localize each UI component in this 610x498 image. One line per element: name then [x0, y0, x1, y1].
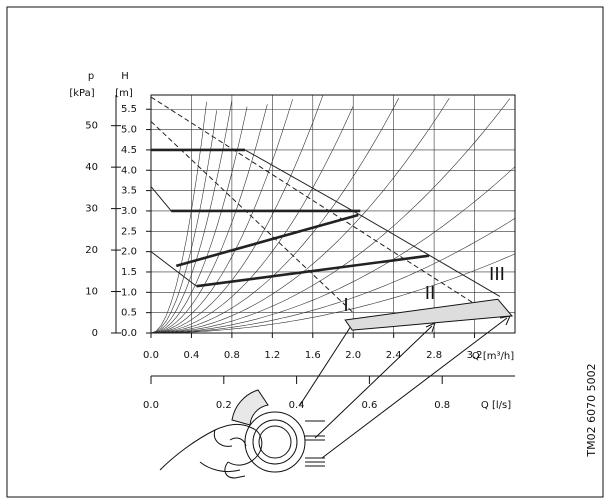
watermark: TM02 6070 5002 [585, 363, 598, 457]
x-tick-label: 1.2 [264, 350, 280, 361]
x-tick-label: 3.2 [467, 350, 483, 361]
y-tick-label: 2.0 [121, 247, 137, 258]
y-tick-label: 2.5 [121, 226, 137, 237]
y2-tick-label: 0 [92, 328, 98, 339]
x2-tick-label: 0.2 [216, 400, 232, 411]
plot-frame [151, 95, 515, 333]
x2-tick-label: 0.4 [289, 400, 305, 411]
y2-label: p [88, 71, 94, 82]
y-tick-label: 4.5 [121, 145, 137, 156]
x-tick-label: 0.8 [224, 350, 240, 361]
pump-curve [151, 187, 171, 211]
x2-tick-label: 0.6 [361, 400, 377, 411]
y-tick-label: 4.0 [121, 165, 137, 176]
x-tick-label: 0.4 [183, 350, 199, 361]
y2-tick-label: 30 [85, 204, 98, 215]
annotation: III [489, 264, 505, 285]
x2-tick-label: 0.0 [143, 400, 159, 411]
system-curve [151, 99, 510, 334]
y-tick-label: 1.0 [121, 287, 137, 298]
pump-curve [151, 252, 197, 287]
x-tick-label: 2.0 [345, 350, 361, 361]
x-tick-label: 2.4 [386, 350, 402, 361]
y-tick-label: 1.5 [121, 267, 137, 278]
hand-illustration [160, 316, 510, 478]
annotation: II [425, 283, 436, 304]
y-tick-label: 5.5 [121, 104, 137, 115]
x2-tick-label: 0.8 [434, 400, 450, 411]
y-tick-label: 3.5 [121, 186, 137, 197]
y-tick-label: 5.0 [121, 125, 137, 136]
y-tick-label: 0.5 [121, 308, 137, 319]
y2-tick-label: 10 [85, 287, 98, 298]
x-tick-label: 1.6 [305, 350, 321, 361]
y-label: H [121, 71, 129, 82]
y-tick-label: 3.0 [121, 206, 137, 217]
y2-tick-label: 20 [85, 245, 98, 256]
y-tick-label: 0.0 [121, 328, 137, 339]
y2-unit: [kPa] [69, 88, 94, 99]
y2-tick-label: 50 [85, 121, 98, 132]
chart: p [kPa] H [m] Q [m³/h] Q [l/s] TM02 6070… [0, 0, 610, 498]
y-unit: [m] [115, 88, 133, 99]
y2-tick-label: 40 [85, 162, 98, 173]
x-tick-label: 2.8 [426, 350, 442, 361]
x2-label: Q [l/s] [481, 400, 511, 411]
x-tick-label: 0.0 [143, 350, 159, 361]
